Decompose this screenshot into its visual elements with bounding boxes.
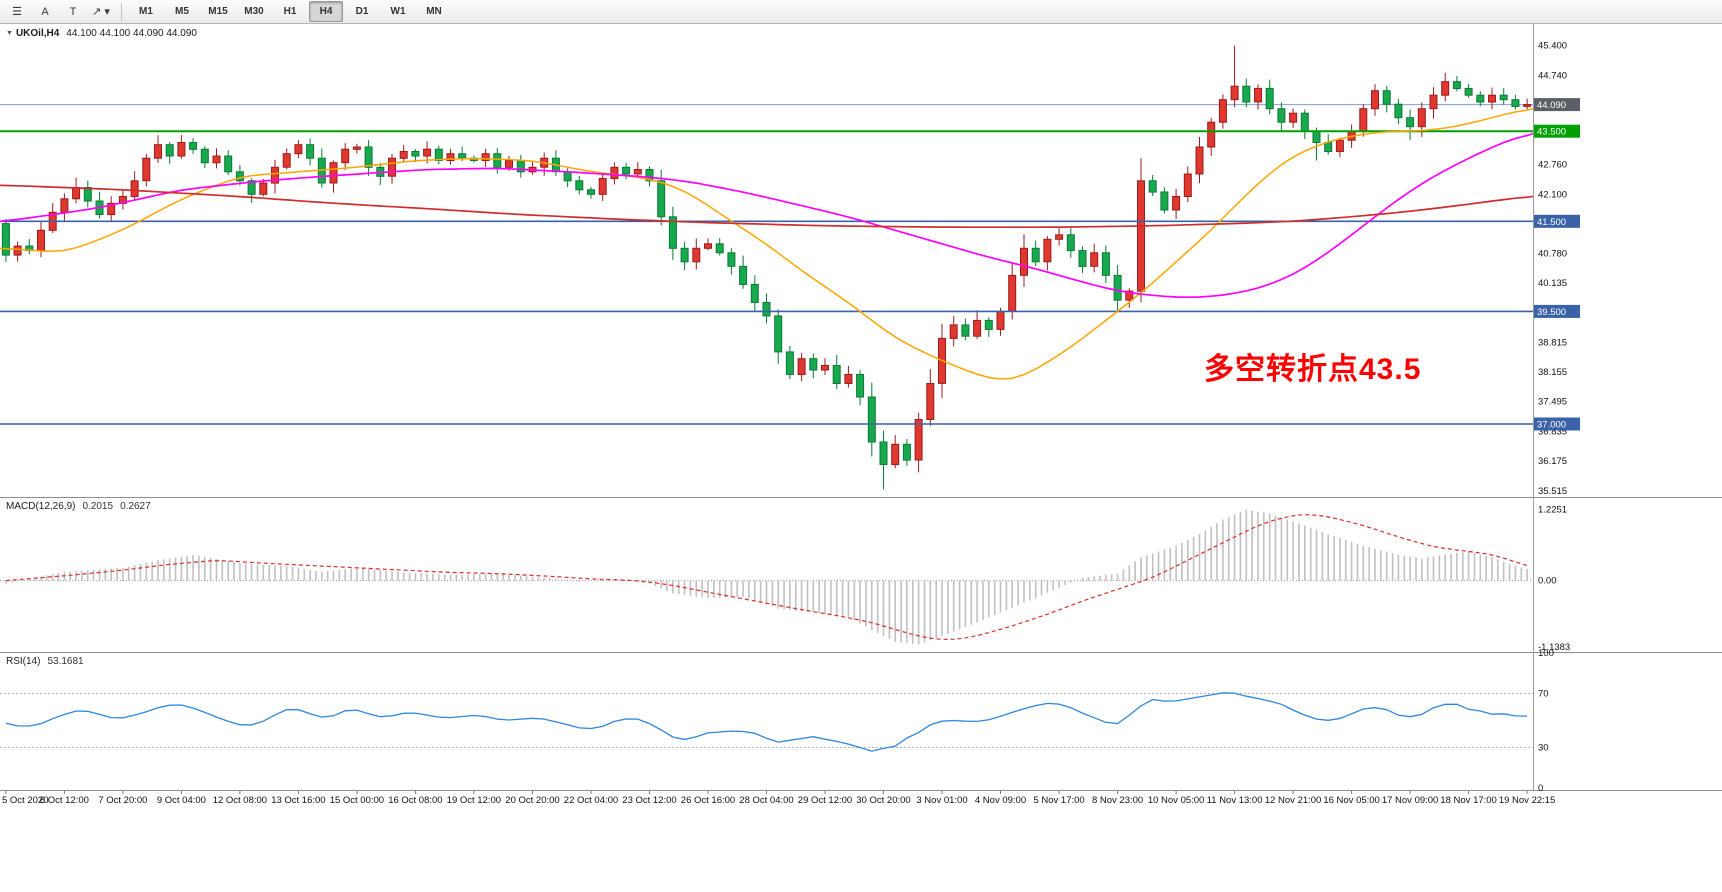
svg-text:10 Nov 05:00: 10 Nov 05:00	[1148, 795, 1205, 806]
rsi-indicator-header: RSI(14) 53.1681	[6, 656, 84, 667]
timeframe-button-mn[interactable]: MN	[426, 6, 442, 17]
timeframe-button-m1[interactable]: M1	[139, 6, 153, 17]
timeframe-button-m5[interactable]: M5	[175, 6, 189, 17]
svg-text:20 Oct 20:00: 20 Oct 20:00	[505, 795, 559, 806]
svg-text:4 Nov 09:00: 4 Nov 09:00	[975, 795, 1026, 806]
svg-text:23 Oct 12:00: 23 Oct 12:00	[622, 795, 676, 806]
macd-panel-plot[interactable]	[0, 509, 1533, 645]
svg-text:13 Oct 16:00: 13 Oct 16:00	[271, 795, 325, 806]
macd-label: MACD(12,26,9)	[6, 501, 76, 512]
label-tool[interactable]: T	[69, 5, 77, 18]
svg-text:37.000: 37.000	[1537, 420, 1566, 431]
svg-text:30: 30	[1538, 743, 1549, 754]
svg-text:30 Oct 20:00: 30 Oct 20:00	[856, 795, 910, 806]
rsi-panel-plot[interactable]	[0, 692, 1533, 752]
svg-text:38.815: 38.815	[1538, 337, 1567, 348]
svg-text:12 Oct 08:00: 12 Oct 08:00	[213, 795, 267, 806]
svg-text:44.090: 44.090	[1537, 100, 1566, 111]
chart-annotation-text[interactable]: 多空转折点43.5	[1204, 353, 1422, 386]
svg-text:19 Oct 12:00: 19 Oct 12:00	[447, 795, 501, 806]
timeframe-button-d1[interactable]: D1	[355, 6, 369, 17]
panel-dividers[interactable]	[0, 497, 1722, 791]
svg-text:5 Oct 2020: 5 Oct 2020	[2, 795, 48, 806]
svg-text:38.155: 38.155	[1538, 367, 1567, 378]
text-tool[interactable]: A	[41, 5, 49, 18]
svg-text:35.515: 35.515	[1538, 486, 1567, 497]
svg-text:0: 0	[1538, 783, 1543, 794]
svg-text:36.835: 36.835	[1538, 427, 1567, 438]
timeframe-button-w1[interactable]: W1	[390, 6, 406, 17]
svg-text:8 Nov 23:00: 8 Nov 23:00	[1092, 795, 1143, 806]
svg-text:15 Oct 00:00: 15 Oct 00:00	[330, 795, 384, 806]
toolbar: ☰ A T ↗ ▾ M1 M5 M15 M30 H1 H4 D1 W1 MN	[0, 0, 1722, 24]
svg-text:45.400: 45.400	[1538, 41, 1567, 52]
timeframe-button-h1[interactable]: H1	[283, 6, 297, 17]
timeframe-group: M1 M5 M15 M30 H1 H4 D1 W1 MN	[128, 1, 452, 22]
svg-text:41.500: 41.500	[1537, 217, 1566, 228]
svg-text:3 Nov 01:00: 3 Nov 01:00	[916, 795, 967, 806]
moving-average-lines	[0, 107, 1534, 380]
svg-text:16 Nov 05:00: 16 Nov 05:00	[1323, 795, 1380, 806]
lines-tool[interactable]: ☰	[12, 6, 22, 18]
svg-text:39.500: 39.500	[1537, 307, 1566, 318]
svg-text:19 Nov 22:15: 19 Nov 22:15	[1499, 795, 1556, 806]
svg-text:22 Oct 04:00: 22 Oct 04:00	[564, 795, 618, 806]
macd-indicator-header: MACD(12,26,9) 0.2015 0.2627	[6, 501, 151, 512]
svg-text:37.495: 37.495	[1538, 397, 1567, 408]
svg-text:43.500: 43.500	[1537, 127, 1566, 138]
timeframe-button-m15[interactable]: M15	[208, 6, 228, 17]
timeframe-button-h4[interactable]: H4	[309, 1, 343, 22]
svg-text:0.00: 0.00	[1538, 576, 1557, 587]
svg-text:7 Oct 20:00: 7 Oct 20:00	[98, 795, 147, 806]
svg-text:18 Nov 17:00: 18 Nov 17:00	[1440, 795, 1497, 806]
svg-text:11 Nov 13:00: 11 Nov 13:00	[1207, 795, 1263, 806]
svg-text:36.175: 36.175	[1538, 456, 1567, 467]
rsi-label: RSI(14)	[6, 656, 41, 667]
svg-text:42.100: 42.100	[1538, 189, 1567, 200]
svg-text:28 Oct 04:00: 28 Oct 04:00	[739, 795, 793, 806]
symbol-ohlc-values: 44.100 44.100 44.090 44.090	[66, 28, 197, 39]
svg-text:5 Nov 17:00: 5 Nov 17:00	[1033, 795, 1084, 806]
price-axis[interactable]: 45.400 44.740 42.760 42.100 40.780 40.135 38.8…	[1533, 24, 1571, 794]
svg-text:6 Oct 12:00: 6 Oct 12:00	[40, 795, 89, 806]
symbol-label: UKOil,H4	[15, 28, 60, 39]
svg-text:42.760: 42.760	[1538, 160, 1567, 171]
macd-value-main: 0.2015	[82, 501, 114, 512]
svg-text:70: 70	[1538, 689, 1549, 700]
chart-symbol-header: ▼ UKOil,H4 44.100 44.100 44.090 44.090	[6, 28, 197, 39]
svg-text:29 Oct 12:00: 29 Oct 12:00	[798, 795, 852, 806]
drawing-tools-group: ☰ A T ↗ ▾	[3, 1, 115, 23]
svg-text:-1.1383: -1.1383	[1538, 642, 1570, 653]
svg-text:9 Oct 04:00: 9 Oct 04:00	[157, 795, 206, 806]
collapse-arrow-icon[interactable]: ▼	[6, 30, 13, 37]
svg-text:40.780: 40.780	[1538, 249, 1567, 260]
candlesticks[interactable]	[1, 45, 1532, 490]
svg-text:40.135: 40.135	[1538, 278, 1567, 289]
svg-text:26 Oct 16:00: 26 Oct 16:00	[681, 795, 735, 806]
timeframe-button-m30[interactable]: M30	[244, 6, 264, 17]
svg-text:1.2251: 1.2251	[1538, 504, 1567, 515]
macd-value-signal: 0.2627	[120, 501, 151, 512]
svg-text:12 Nov 21:00: 12 Nov 21:00	[1265, 795, 1322, 806]
rsi-value: 53.1681	[47, 656, 84, 667]
arrows-tool[interactable]: ↗ ▾	[92, 6, 110, 18]
svg-text:100: 100	[1538, 648, 1554, 659]
svg-text:44.740: 44.740	[1538, 70, 1567, 81]
svg-text:17 Nov 09:00: 17 Nov 09:00	[1382, 795, 1439, 806]
svg-text:16 Oct 08:00: 16 Oct 08:00	[388, 795, 442, 806]
price-badges: 43.500 41.500 39.500 37.000 44.090	[1534, 98, 1580, 431]
toolbar-separator	[121, 2, 122, 21]
